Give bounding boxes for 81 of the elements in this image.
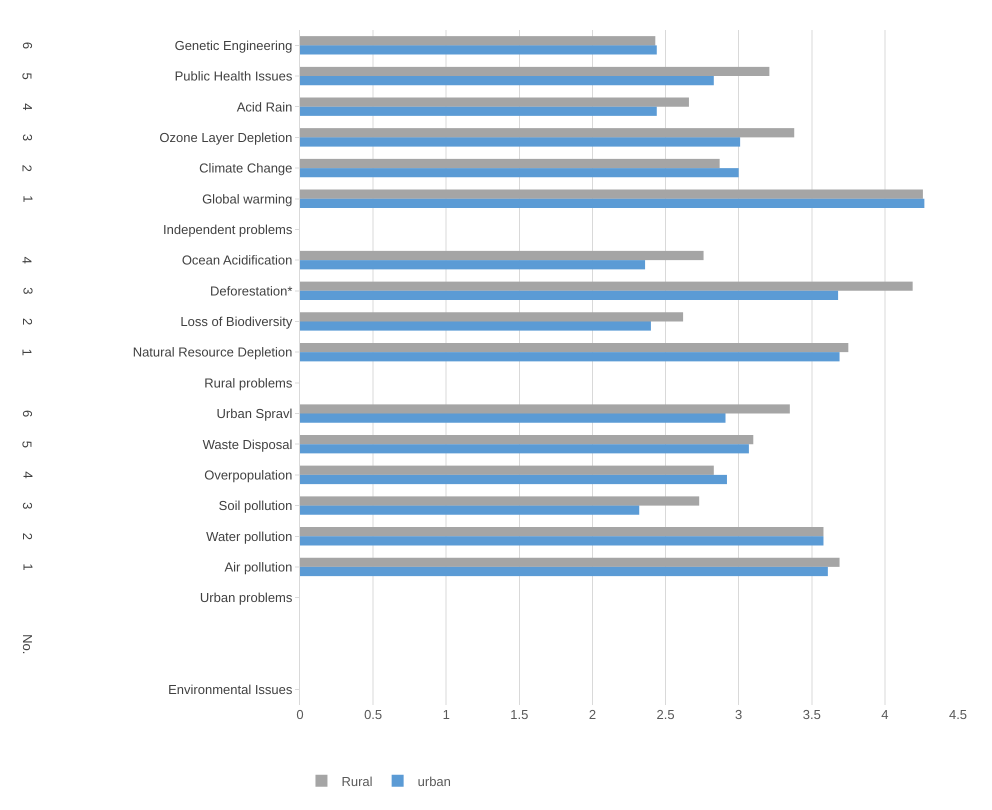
y-tick-label: Genetic Engineering: [174, 38, 292, 53]
text: 1: [20, 563, 36, 571]
text: 3: [20, 134, 35, 142]
text: 4: [20, 103, 36, 110]
text: 2: [20, 318, 35, 326]
y-tick-label: Ocean Acidification: [182, 252, 292, 268]
text: 5: [20, 72, 35, 80]
y-tick-label: Independent problems: [163, 222, 293, 237]
y-tick-label: Water pollution: [206, 528, 292, 544]
bar: [300, 158, 720, 168]
bar: [300, 312, 684, 322]
y-tick-label: Urban problems: [200, 590, 293, 606]
bar: [300, 36, 656, 46]
bar: [300, 352, 840, 362]
bar: [300, 128, 794, 138]
x-tick-label: 3: [735, 707, 742, 722]
text: 4: [20, 256, 35, 264]
x-tick-label: 2: [588, 707, 596, 722]
text: 5: [20, 440, 35, 448]
y-tick-label: Ozone Layer Depletion: [159, 130, 292, 145]
text: 1: [20, 195, 36, 202]
text: 2: [20, 164, 35, 172]
y-tick-label: Soil pollution: [218, 498, 292, 514]
text: 6: [20, 42, 35, 50]
text: 4: [20, 471, 36, 479]
text: No.: [20, 634, 36, 654]
y-tick-label: Urban Spravl: [216, 406, 293, 422]
bar: [300, 66, 770, 76]
legend-label: Rural: [341, 774, 373, 789]
bar: [300, 474, 727, 484]
y-tick-label: Loss of Biodiversity: [180, 314, 293, 330]
y-tick-label: Acid Rain: [236, 99, 292, 114]
bar: [300, 566, 828, 576]
bar: [300, 527, 824, 536]
x-tick-label: 0.5: [364, 707, 382, 722]
text: 2: [20, 532, 35, 540]
bar: [300, 137, 740, 147]
y-tick-label: Overpopulation: [204, 467, 292, 482]
bar: [300, 76, 714, 86]
bar: [300, 168, 739, 178]
y-tick-label: Natural Resource Depletion: [132, 344, 292, 360]
bar: [300, 190, 923, 199]
bar: [300, 414, 726, 423]
y-tick-label: Public Health Issues: [174, 68, 293, 84]
legend-label: urban: [418, 774, 451, 789]
bar: [300, 404, 790, 414]
x-tick-label: 4.5: [948, 707, 968, 722]
bar: [300, 250, 704, 260]
text: 6: [20, 410, 36, 418]
x-tick-label: 4: [881, 707, 889, 722]
bar: [300, 536, 824, 546]
bar: [300, 466, 714, 475]
text: 3: [20, 287, 36, 295]
y-tick-label: Rural problems: [204, 375, 293, 390]
y-tick-label: Environmental Issues: [168, 682, 293, 698]
x-tick-label: 0: [296, 707, 304, 722]
x-tick-label: 1: [442, 707, 450, 722]
y-tick-label: Climate Change: [199, 160, 292, 176]
bar: [300, 106, 657, 116]
bar: [300, 444, 749, 454]
bar: [300, 290, 838, 300]
bar: [300, 198, 924, 208]
bar: [300, 342, 848, 352]
x-tick-label: 1.5: [510, 707, 528, 722]
y-tick-label: Air pollution: [224, 559, 292, 574]
bar: [300, 282, 913, 291]
bar: [300, 496, 700, 506]
bar: [300, 435, 754, 444]
bar: [300, 260, 646, 270]
x-tick-label: 3.5: [802, 707, 821, 722]
bar: [300, 98, 689, 107]
bar: [300, 506, 640, 515]
bar: [300, 321, 651, 331]
x-tick-label: 2.5: [656, 707, 675, 722]
y-tick-label: Global warming: [202, 191, 292, 206]
text: 3: [20, 502, 36, 510]
bar: [300, 45, 657, 55]
y-tick-label: Deforestation*: [210, 283, 292, 298]
y-tick-label: Waste Disposal: [202, 436, 293, 452]
text: 1: [20, 348, 35, 356]
bar: [300, 558, 840, 567]
